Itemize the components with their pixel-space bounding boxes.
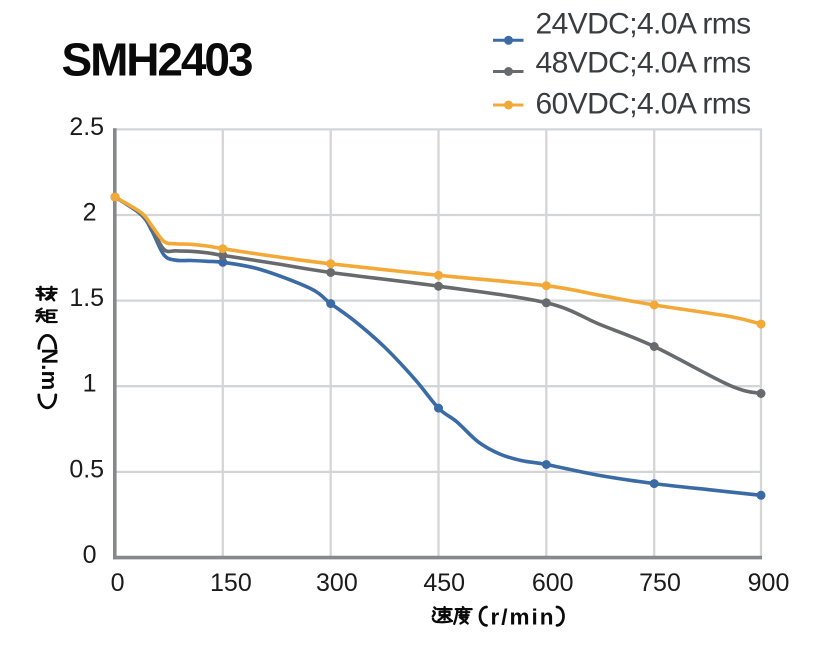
svg-text:150: 150	[210, 569, 252, 597]
svg-text:1.5: 1.5	[69, 284, 104, 312]
svg-text:0.5: 0.5	[69, 455, 104, 483]
svg-text:2: 2	[83, 198, 97, 226]
svg-text:SMH2403: SMH2403	[62, 33, 252, 85]
svg-text:450: 450	[423, 569, 465, 597]
svg-text:48VDC;4.0A rms: 48VDC;4.0A rms	[536, 47, 751, 80]
svg-text:0: 0	[111, 569, 125, 597]
svg-text:60VDC;4.0A rms: 60VDC;4.0A rms	[536, 87, 751, 120]
svg-text:24VDC;4.0A rms: 24VDC;4.0A rms	[536, 7, 751, 40]
svg-text:600: 600	[532, 569, 574, 597]
svg-text:N.m: N.m	[37, 348, 62, 390]
svg-text:1: 1	[83, 370, 97, 398]
svg-text:r/min: r/min	[491, 605, 556, 630]
svg-text:750: 750	[639, 569, 681, 597]
svg-text:2.5: 2.5	[69, 113, 104, 141]
svg-text:0: 0	[83, 541, 97, 569]
svg-text:300: 300	[316, 569, 358, 597]
svg-text:900: 900	[748, 569, 790, 597]
